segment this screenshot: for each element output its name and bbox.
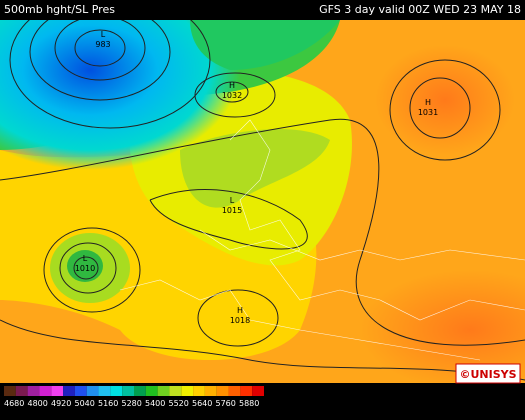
logo: ©UNISYS [459, 368, 516, 381]
colorbar-swatch [228, 386, 241, 396]
pressure-symbol: L [101, 30, 106, 39]
pressure-symbol: H [229, 81, 235, 90]
colorbar-label: 4680 [4, 399, 24, 408]
colorbar-swatch [193, 386, 205, 396]
pressure-value: 983 [95, 40, 110, 49]
colorbar-swatch [86, 386, 99, 396]
colorbar-swatch [4, 386, 16, 396]
colorbar-label: 5520 [169, 399, 189, 408]
colorbar-swatch [39, 386, 52, 396]
colorbar-swatch [134, 386, 146, 396]
pressure-value: 1015 [222, 206, 242, 215]
colorbar-swatch [98, 386, 111, 396]
colorbar-label: 5040 [75, 399, 95, 408]
header-right: GFS 3 day valid 00Z WED 23 MAY 18 [319, 3, 521, 16]
colorbar-swatch [27, 386, 40, 396]
colorbar-swatch [204, 386, 217, 396]
pressure-value: 1031 [418, 108, 438, 117]
colorbar-label: 5760 [216, 399, 236, 408]
colorbar-swatch [169, 386, 182, 396]
map-area [0, 20, 525, 383]
colorbar-label: 5880 [239, 399, 259, 408]
colorbar-label: 5160 [98, 399, 118, 408]
colorbar-swatch [145, 386, 158, 396]
colorbar-swatch [15, 386, 28, 396]
logo-box [455, 363, 521, 384]
pressure-value: 1018 [230, 316, 250, 325]
pressure-value: 1010 [75, 264, 95, 273]
colorbar-label: 4920 [51, 399, 71, 408]
colorbar-swatch [216, 386, 229, 396]
colorbar-swatch [252, 386, 264, 396]
pressure-value: 1032 [222, 91, 242, 100]
colorbar-swatch [63, 386, 75, 396]
colorbar-label: 5400 [145, 399, 165, 408]
colorbar-label: 5640 [192, 399, 212, 408]
pressure-symbol: L [230, 196, 235, 205]
colorbar-swatch [157, 386, 170, 396]
colorbar-swatch [74, 386, 87, 396]
header-left: 500mb hght/SL Pres [4, 3, 115, 16]
colorbar: 4680 4800 4920 5040 5160 5280 5400 5520 5640 5760… [4, 386, 264, 408]
colorbar-swatch [240, 386, 253, 396]
colorbar-swatch [122, 386, 134, 396]
colorbar-label: 4800 [28, 399, 48, 408]
colorbar-swatch [181, 386, 194, 396]
pressure-symbol: L [83, 254, 88, 263]
pressure-symbol: H [237, 306, 243, 315]
colorbar-swatch [110, 386, 123, 396]
colorbar-swatch [51, 386, 64, 396]
pressure-symbol: H [425, 98, 431, 107]
colorbar-label: 5280 [122, 399, 142, 408]
